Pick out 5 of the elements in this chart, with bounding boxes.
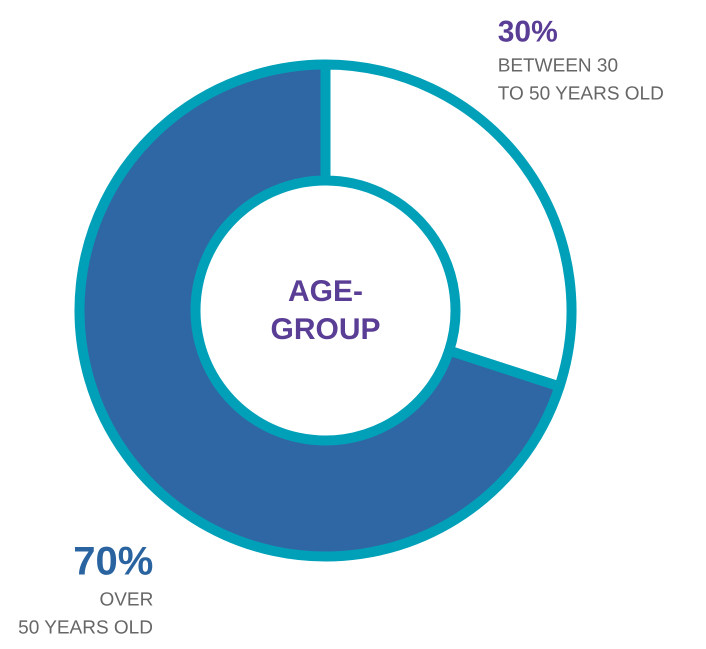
data-label: 30% bbox=[498, 15, 558, 48]
data-label: 70% bbox=[73, 539, 154, 584]
text: AGE- GROUP bbox=[270, 275, 381, 346]
slice-label: OVER 50 YEARS OLD bbox=[18, 589, 154, 639]
slice-label: BETWEEN 30 TO 50 YEARS OLD bbox=[498, 55, 664, 105]
